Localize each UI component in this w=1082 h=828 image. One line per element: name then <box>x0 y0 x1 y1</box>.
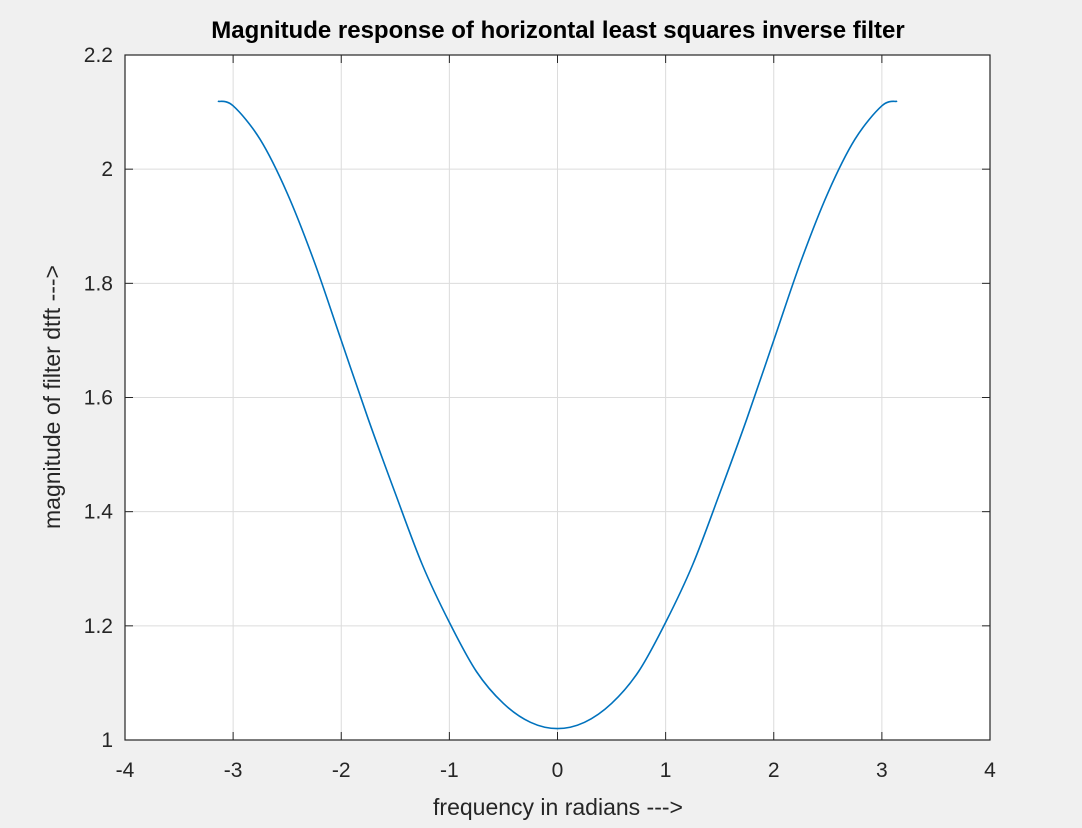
x-tick-label: -1 <box>440 759 459 782</box>
y-tick-label: 1 <box>101 729 113 752</box>
y-tick-label: 1.6 <box>84 387 113 410</box>
y-tick-label: 2 <box>101 158 113 181</box>
y-axis-label: magnitude of filter dtft ---> <box>39 265 65 529</box>
x-tick-label: -4 <box>116 759 135 782</box>
x-tick-label: -2 <box>332 759 351 782</box>
x-tick-label: 3 <box>876 759 888 782</box>
x-tick-label: 4 <box>984 759 996 782</box>
y-tick-label: 1.2 <box>84 615 113 638</box>
series-line-0 <box>217 100 898 730</box>
x-tick-label: 0 <box>552 759 564 782</box>
y-tick-label: 1.8 <box>84 272 113 295</box>
y-tick-label: 1.4 <box>84 501 114 524</box>
x-tick-label: 1 <box>660 759 672 782</box>
chart-title: Magnitude response of horizontal least s… <box>211 17 905 44</box>
x-axis-label: frequency in radians ---> <box>433 794 683 820</box>
ticks: -4 -3 -2 -1 0 1 2 3 4 1 1.2 1.4 1.6 1.8 2 2.2 <box>84 44 996 782</box>
y-tick-label: 2.2 <box>84 44 113 67</box>
series-group <box>217 100 898 730</box>
x-tick-label: -3 <box>224 759 243 782</box>
x-tick-label: 2 <box>768 759 780 782</box>
